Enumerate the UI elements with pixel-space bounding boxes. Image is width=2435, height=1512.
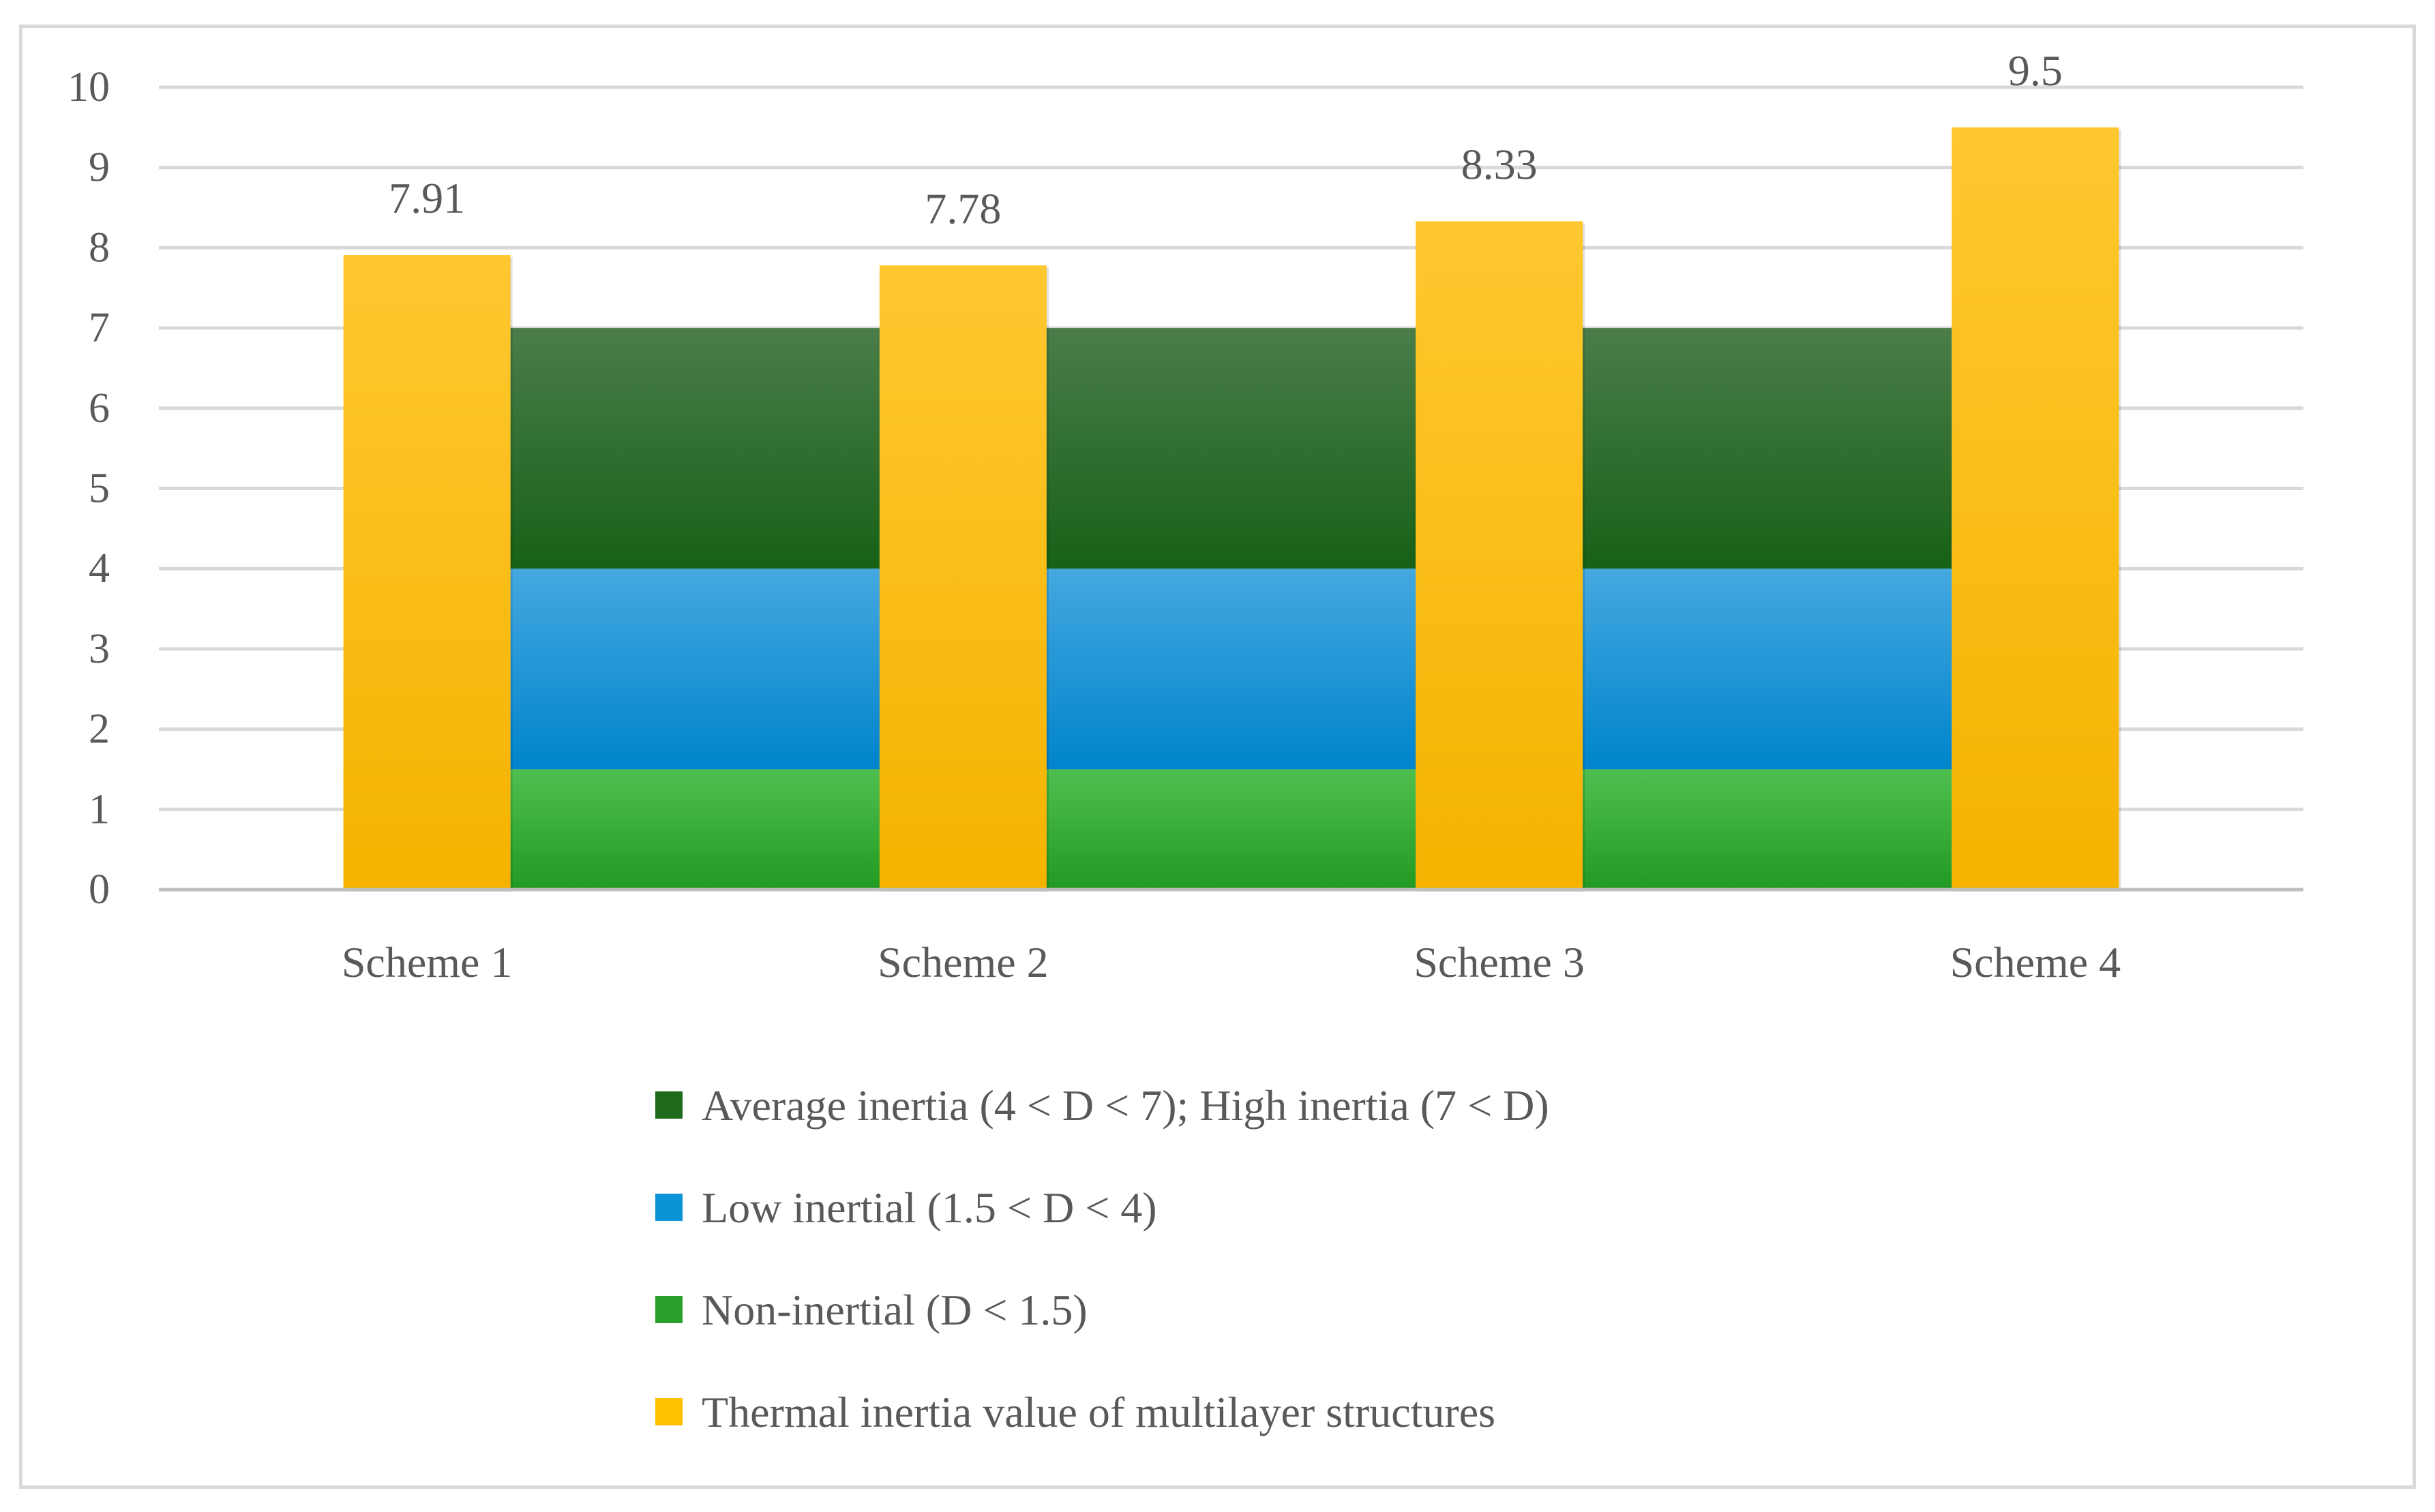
legend-label-1: Average inertia (4 < D < 7); High inerti…	[702, 1081, 1549, 1130]
inertia-bands	[510, 328, 1952, 890]
legend-swatch-2	[655, 1194, 683, 1221]
legend-label-3: Non-inertial (D < 1.5)	[702, 1286, 1088, 1334]
legend-label-4: Thermal inertia value of multilayer stru…	[702, 1388, 1495, 1436]
y-tick-label-3: 3	[89, 626, 110, 672]
bar-scheme-3	[1416, 221, 1583, 890]
y-tick-label-4: 4	[89, 545, 110, 592]
legend-swatch-3	[655, 1296, 683, 1323]
y-tick-label-8: 8	[89, 224, 110, 271]
bar-scheme-1	[343, 254, 511, 890]
legend-swatch-4	[655, 1398, 683, 1425]
x-axis: Scheme 1 Scheme 2 Scheme 3 Scheme 4	[342, 938, 2121, 986]
x-tick-label-scheme-1: Scheme 1	[342, 938, 513, 986]
y-tick-label-0: 0	[89, 866, 110, 913]
band-low-inertial-1-5-d-4	[510, 569, 1952, 770]
y-axis: 0 1 2 3 4 5 6 7 8 9 10	[68, 64, 2303, 913]
bar-scheme-2	[879, 265, 1047, 890]
y-tick-label-1: 1	[89, 786, 110, 832]
band-average-inertia-4-d-7-high-inertia-7-d	[510, 328, 1952, 569]
data-labels: 7.91 7.78 8.33 9.5	[389, 46, 2063, 232]
thermal-inertia-bars	[343, 127, 2121, 892]
y-tick-label-2: 2	[89, 706, 110, 753]
data-label-scheme-3: 8.33	[1461, 140, 1538, 189]
y-tick-label-6: 6	[89, 385, 110, 432]
x-tick-label-scheme-3: Scheme 3	[1414, 938, 1585, 986]
legend-swatch-1	[655, 1091, 683, 1119]
legend: Average inertia (4 < D < 7); High inerti…	[655, 1081, 1549, 1436]
y-tick-label-10: 10	[68, 64, 110, 110]
band-non-inertial-d-1-5	[510, 769, 1952, 890]
data-label-scheme-4: 9.5	[2008, 46, 2063, 95]
data-label-scheme-2: 7.78	[925, 184, 1001, 232]
y-tick-label-5: 5	[89, 466, 110, 512]
x-tick-label-scheme-4: Scheme 4	[1950, 938, 2121, 986]
x-tick-label-scheme-2: Scheme 2	[878, 938, 1049, 986]
y-tick-label-7: 7	[89, 305, 110, 351]
legend-label-2: Low inertial (1.5 < D < 4)	[702, 1183, 1157, 1232]
chart-frame: 0 1 2 3 4 5 6 7 8 9 10 Scheme 1 Scheme 2 Scheme 3 Sch…	[19, 25, 2416, 1489]
bar-scheme-4	[1952, 127, 2119, 890]
data-label-scheme-1: 7.91	[389, 174, 465, 222]
y-tick-label-9: 9	[89, 145, 110, 191]
